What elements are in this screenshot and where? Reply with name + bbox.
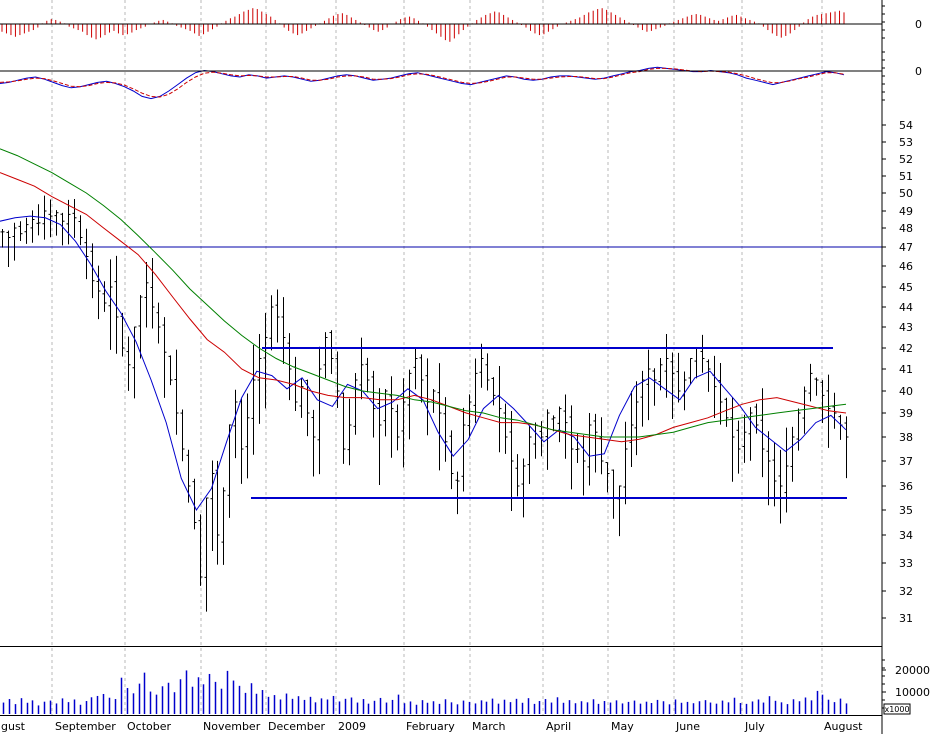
x-axis: gust September October November December 2009… <box>1 720 863 733</box>
x-axis-label: July <box>744 720 765 733</box>
moving-average-line <box>0 215 847 511</box>
price-axis-label: 39 <box>899 407 913 420</box>
price-panel <box>0 148 882 612</box>
price-axis-label: 53 <box>899 136 913 149</box>
price-axis-label: 52 <box>899 153 913 166</box>
x-axis-label: June <box>675 720 700 733</box>
price-axis-label: 37 <box>899 455 913 468</box>
x-axis-label: December <box>268 720 326 733</box>
x-axis-label: 2009 <box>338 720 366 733</box>
price-axis-label: 35 <box>899 504 913 517</box>
price-axis-label: 40 <box>899 385 913 398</box>
moving-average-line <box>0 172 847 443</box>
price-axis-label: 49 <box>899 205 913 218</box>
x-axis-label: April <box>546 720 571 733</box>
volume-axis-label: 10000 <box>895 686 930 699</box>
macd-series-line <box>0 67 845 98</box>
price-axis-label: 34 <box>899 529 913 542</box>
moving-average-line <box>0 148 847 438</box>
x-axis-label: November <box>203 720 261 733</box>
price-axis-label: 36 <box>899 480 913 493</box>
price-axis-label: 41 <box>899 363 913 376</box>
price-axis-label: 43 <box>899 321 913 334</box>
price-axis-label: 50 <box>899 187 913 200</box>
x-axis-label: August <box>824 720 863 733</box>
price-axis-label: 47 <box>899 241 913 254</box>
right-axis: 0 0 31 32 33 34 35 36 37 38 39 40 41 42 43 44 45 46 47 48 49… <box>882 5 930 715</box>
volume-panel <box>2 670 848 714</box>
x-axis-label: March <box>472 720 506 733</box>
price-axis-label: 44 <box>899 301 913 314</box>
price-axis-label: 32 <box>899 585 913 598</box>
price-axis-label: 54 <box>899 119 913 132</box>
macd-series-line <box>0 66 845 100</box>
volume-unit-box <box>883 703 911 715</box>
x-axis-label: September <box>55 720 116 733</box>
x-axis-label: October <box>127 720 171 733</box>
price-axis-label: 33 <box>899 557 913 570</box>
price-axis-label: 42 <box>899 342 913 355</box>
panel-frames <box>0 0 883 734</box>
histogram-panel <box>0 8 882 42</box>
x-axis-label: gust <box>1 720 26 733</box>
price-axis-label: 46 <box>899 260 913 273</box>
volume-axis-label: 20000 <box>895 664 930 677</box>
price-axis-label: 45 <box>899 281 913 294</box>
vertical-gridlines <box>51 0 823 716</box>
volume-unit-label: x1000 <box>884 705 909 714</box>
price-axis-label: 51 <box>899 170 913 183</box>
macd-zero-label: 0 <box>915 65 922 78</box>
price-axis-label: 48 <box>899 222 913 235</box>
histogram-zero-label: 0 <box>915 18 922 31</box>
price-axis-label: 38 <box>899 431 913 444</box>
price-axis-label: 31 <box>899 612 913 625</box>
macd-panel <box>0 66 882 100</box>
x-axis-label: May <box>611 720 634 733</box>
x-axis-label: February <box>406 720 455 733</box>
